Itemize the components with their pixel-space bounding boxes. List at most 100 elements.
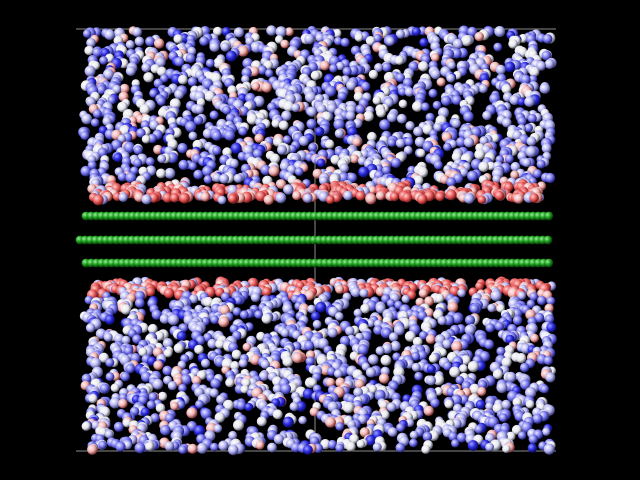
electrolyte-sphere	[269, 153, 281, 164]
electrolyte-sphere	[493, 42, 503, 52]
electrolyte-sphere	[405, 121, 415, 131]
electrolyte-sphere	[272, 384, 283, 394]
electrolyte-sphere	[193, 169, 204, 180]
electrolyte-sphere	[174, 56, 185, 67]
electrolyte-sphere	[90, 357, 102, 369]
electrolyte-sphere	[464, 315, 476, 326]
electrolyte-sphere	[451, 418, 462, 429]
electrolyte-sphere	[261, 82, 272, 93]
electrolyte-sphere	[241, 75, 250, 84]
electrode-rows	[75, 211, 554, 268]
electrolyte-sphere	[254, 310, 263, 319]
electrolyte-sphere	[357, 344, 369, 356]
electrolyte-sphere	[123, 141, 135, 153]
electrolyte-sphere	[134, 36, 145, 47]
electrolyte-sphere	[353, 387, 363, 398]
electrolyte-sphere	[517, 116, 527, 126]
electrolyte-sphere	[152, 378, 164, 390]
electrolyte-sphere	[117, 172, 128, 182]
electrolyte-sphere	[213, 424, 223, 433]
electrolyte-sphere	[167, 381, 177, 391]
electrolyte-sphere	[316, 158, 326, 168]
electrolyte-sphere	[541, 143, 552, 154]
electrolyte-sphere	[414, 371, 423, 381]
electrolyte-sphere	[510, 170, 519, 180]
electrolyte-sphere	[104, 29, 115, 40]
electrolyte-sphere	[173, 343, 184, 354]
electrolyte-sphere	[291, 103, 301, 113]
electrolyte-sphere	[97, 147, 108, 158]
electrolyte-sphere	[113, 421, 124, 432]
electrolyte-sphere	[381, 165, 391, 175]
electrolyte-sphere	[390, 340, 401, 352]
electrolyte-sphere	[193, 115, 204, 126]
electrolyte-sphere	[532, 169, 542, 179]
electrolyte-sphere	[463, 111, 474, 122]
electrolyte-sphere	[219, 173, 230, 184]
electrolyte-sphere	[188, 161, 197, 171]
electrolyte-sphere	[411, 27, 421, 37]
electrolyte-sphere	[280, 383, 292, 395]
electrolyte-sphere	[125, 40, 135, 49]
electrolyte-sphere	[179, 192, 190, 204]
electrolyte-sphere	[193, 425, 205, 437]
electrolyte-sphere	[501, 399, 511, 410]
electrolyte-sphere	[125, 172, 137, 183]
electrolyte-sphere	[230, 142, 242, 154]
electrolyte-sphere	[125, 66, 136, 76]
electrolyte-sphere	[148, 392, 158, 402]
electrolyte-sphere	[227, 444, 239, 456]
electrolyte-sphere	[479, 136, 489, 146]
electrolyte-sphere	[355, 104, 366, 114]
electrolyte-sphere	[177, 142, 188, 154]
electrolyte-sphere	[139, 104, 150, 115]
electrolyte-sphere	[88, 393, 98, 404]
electrolyte-sphere	[236, 400, 247, 411]
electrolyte-sphere	[212, 145, 222, 155]
electrolyte-sphere	[231, 349, 242, 360]
electrolyte-sphere	[133, 158, 143, 168]
electrolyte-sphere	[283, 101, 294, 112]
electrolyte-sphere	[534, 312, 545, 323]
electrolyte-sphere	[536, 159, 546, 169]
electrolyte-sphere	[390, 157, 401, 168]
electrolyte-sphere	[303, 445, 313, 455]
electrolyte-sphere	[110, 383, 120, 393]
electrolyte-sphere	[509, 94, 520, 106]
electrolyte-sphere	[502, 117, 512, 128]
electrolyte-sphere	[478, 83, 488, 94]
electrolyte-sphere	[232, 307, 242, 316]
electrolyte-sphere	[452, 312, 463, 324]
electrolyte-sphere	[145, 157, 155, 166]
electrolyte-sphere	[449, 286, 460, 297]
electrolyte-sphere	[218, 440, 229, 451]
electrolyte-sphere	[539, 83, 551, 94]
electrolyte-sphere	[542, 427, 551, 436]
electrolyte-sphere	[203, 175, 213, 184]
electrolyte-sphere	[162, 365, 173, 376]
electrolyte-sphere	[477, 379, 488, 390]
electrolyte-sphere	[543, 355, 553, 366]
electrolyte-sphere	[381, 328, 392, 338]
electrolyte-sphere	[280, 328, 290, 338]
electrolyte-sphere	[255, 440, 265, 450]
electrolyte-sphere	[395, 73, 405, 83]
electrolyte-sphere	[249, 354, 261, 366]
electrolyte-sphere	[220, 42, 230, 52]
electrolyte-sphere	[436, 77, 446, 87]
electrolyte-sphere	[258, 371, 269, 381]
electrolyte-sphere	[365, 435, 376, 446]
electrolyte-sphere	[278, 120, 289, 131]
electrolyte-sphere	[504, 154, 514, 164]
electrolyte-sphere	[404, 87, 414, 97]
electrolyte-sphere	[218, 316, 230, 328]
electrolyte-sphere	[332, 29, 342, 38]
electrolyte-sphere	[178, 445, 187, 455]
electrolyte-sphere	[186, 407, 198, 419]
electrolyte-sphere	[368, 354, 379, 365]
electrolyte-sphere	[146, 400, 156, 410]
electrolyte-sphere	[228, 430, 238, 440]
electrolyte-sphere	[178, 74, 188, 85]
electrolyte-sphere	[133, 145, 143, 155]
